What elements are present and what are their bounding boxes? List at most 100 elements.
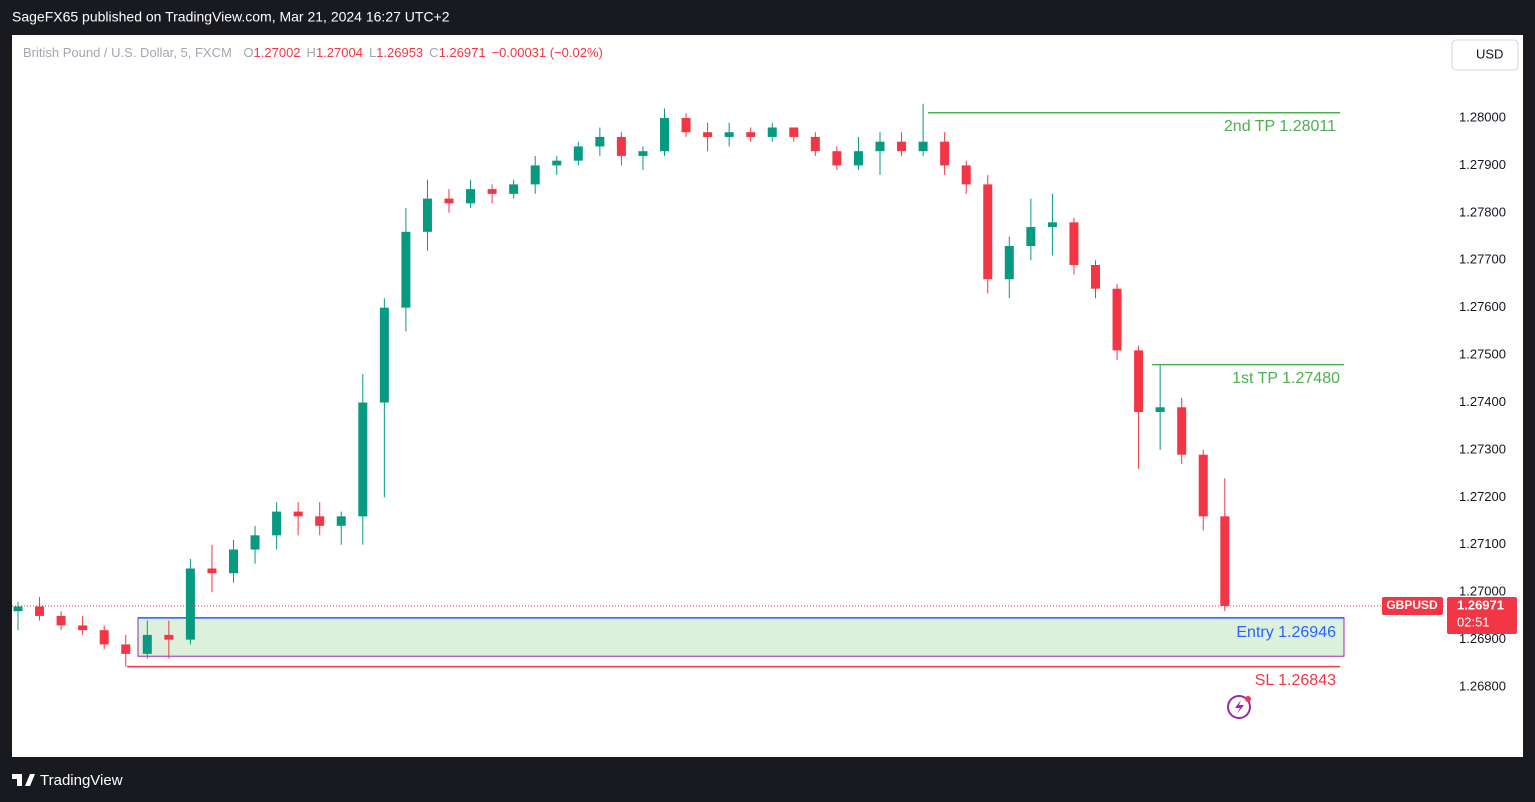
candle-body [272,511,282,536]
candle-body [1198,454,1208,517]
y-tick-label: 1.27000 [1459,584,1506,599]
plot [13,103,1345,668]
candle-body [832,151,842,166]
candle-body [746,132,756,137]
candle-body [616,136,626,156]
candle-body [293,511,303,517]
footer-brand: TradingView [40,772,123,789]
candle-body [56,615,66,626]
candle-body [164,634,174,640]
level-label: SL 1.26843 [1255,672,1336,689]
y-tick-label: 1.27900 [1459,157,1506,172]
candle-body [1134,350,1144,413]
candle-body [897,141,907,152]
candle-body [724,132,734,137]
candle-body [552,160,562,166]
legend-key: O [243,45,253,60]
y-tick-label: 1.27700 [1459,252,1506,267]
candle-body [1047,222,1057,228]
symbol-tag-text: GBPUSD [1386,598,1438,612]
candle-body [1112,288,1122,351]
candle-body [35,606,45,616]
candle-body [767,127,777,137]
candle-body [853,151,863,166]
entry-label: Entry 1.26946 [1236,624,1336,641]
y-tick-label: 1.26800 [1459,678,1506,693]
candle-body [207,568,217,574]
legend-change: −0.00031 (−0.02%) [492,45,603,60]
header-text: SageFX65 published on TradingView.com, M… [12,9,450,25]
candle-body [13,606,23,612]
y-tick-label: 1.26900 [1459,631,1506,646]
candle-body [1004,246,1014,280]
legend-symbol: British Pound / U.S. Dollar, 5, FXCM [23,45,232,60]
candle-body [99,630,109,645]
header-bar [0,0,1535,35]
candle-body [875,141,885,152]
level-label: 2nd TP 1.28011 [1224,118,1336,135]
candle-body [1069,222,1079,265]
candle-body [1091,265,1100,289]
candle-body [229,549,238,574]
y-tick-label: 1.27300 [1459,441,1506,456]
candle-body [1177,407,1187,455]
candle-body [401,231,411,308]
y-tick-label: 1.28000 [1459,109,1506,124]
candle-body [918,141,928,152]
candle-body [379,307,389,403]
candle-body [961,165,971,185]
legend-value: 1.27002 [254,45,301,60]
price-tag [1447,596,1517,634]
candle-body [358,402,368,517]
candle-body [660,117,669,152]
entry-zone [137,617,1345,657]
candle-body [789,127,799,137]
legend-value: 1.26953 [376,45,423,60]
candle-body [638,151,648,156]
alert-icon[interactable] [1227,695,1251,719]
candle-body [142,634,152,654]
y-tick-label: 1.27800 [1459,204,1506,219]
price-tag-value: 1.26971 [1457,597,1504,612]
price-tag-countdown: 02:51 [1457,614,1490,629]
candle-body [703,132,713,137]
y-tick-label: 1.27200 [1459,489,1506,504]
candle-body [250,535,260,550]
candle-body [422,198,432,232]
candle-body [444,198,454,204]
candle-body [315,516,325,526]
y-tick-label: 1.27500 [1459,347,1506,362]
candle-body [595,136,605,147]
candle-body [1026,227,1036,247]
candle-body [983,184,993,280]
candle-body [336,516,346,526]
candle-body [1155,407,1165,413]
candle-body [681,117,691,133]
candle-body [466,189,476,204]
candle-body [810,136,820,152]
legend-key: L [369,45,376,60]
legend-key: C [429,45,438,60]
candle-body [78,625,88,631]
candle-body [1220,516,1230,606]
candle-body [121,644,131,654]
candle-body [530,165,540,185]
legend-value: 1.26971 [439,45,486,60]
y-tick-label: 1.27400 [1459,394,1506,409]
currency: USD [1476,46,1503,61]
currency-button[interactable] [1451,39,1519,71]
y-tick-label: 1.27600 [1459,299,1506,314]
level-label: 1st TP 1.27480 [1232,370,1340,387]
legend: British Pound / U.S. Dollar, 5, FXCM O1.… [23,45,603,60]
candle-body [487,189,497,194]
legend-value: 1.27004 [316,45,363,60]
candle-body [509,184,519,194]
candle-body [185,568,195,640]
legend-key: H [307,45,316,60]
symbol-tag [1382,596,1443,615]
logo [12,774,35,786]
y-tick-label: 1.27100 [1459,536,1506,551]
candle-body [940,141,950,166]
candle-body [573,146,583,161]
